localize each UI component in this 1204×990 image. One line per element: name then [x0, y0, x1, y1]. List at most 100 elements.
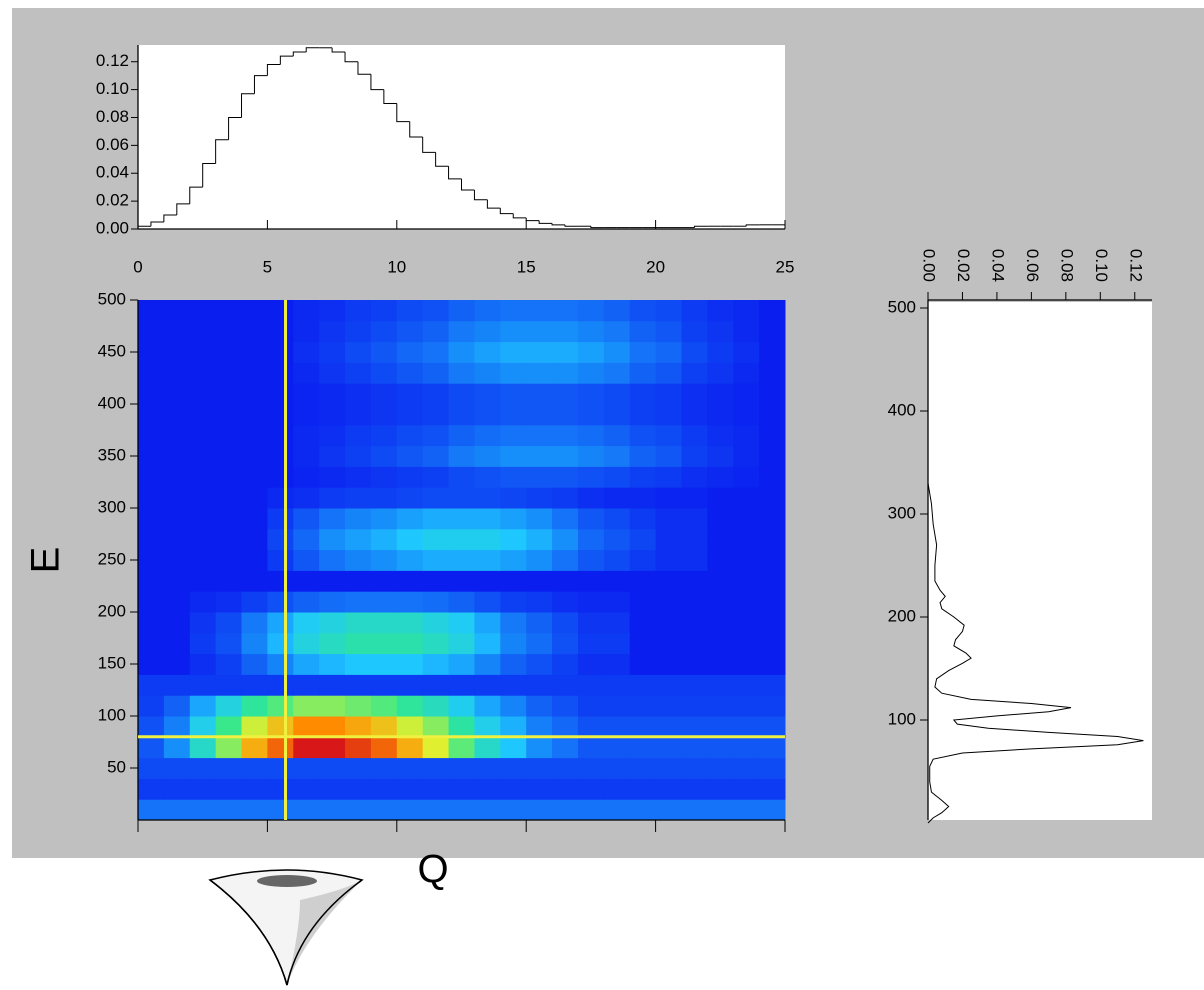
- heatmap-cell: [138, 716, 164, 737]
- heatmap-cell: [449, 737, 475, 758]
- x-tick-label: 0.00: [920, 249, 939, 282]
- heatmap-cell: [552, 695, 578, 716]
- heatmap-cell: [759, 550, 785, 571]
- heatmap-cell: [267, 529, 293, 550]
- heatmap-cell: [474, 591, 500, 612]
- heatmap-cell: [216, 570, 242, 591]
- heatmap-cell: [293, 612, 319, 633]
- heatmap-cell: [681, 383, 707, 404]
- heatmap-cell: [371, 383, 397, 404]
- heatmap-cell: [656, 446, 682, 467]
- heatmap-cell: [371, 654, 397, 675]
- heatmap-cell: [604, 508, 630, 529]
- heatmap-cell: [707, 612, 733, 633]
- heatmap-cell: [733, 799, 759, 820]
- heatmap-cell: [267, 321, 293, 342]
- heatmap-cell: [604, 716, 630, 737]
- heatmap-cell: [293, 466, 319, 487]
- heatmap-cell: [397, 321, 423, 342]
- heatmap-cell: [190, 383, 216, 404]
- heatmap-cell: [759, 362, 785, 383]
- heatmap-cell: [423, 654, 449, 675]
- heatmap-cell: [397, 466, 423, 487]
- heatmap-cell: [604, 383, 630, 404]
- heatmap-cell: [216, 716, 242, 737]
- heatmap-cell: [319, 487, 345, 508]
- heatmap-cell: [604, 550, 630, 571]
- heatmap-cell: [630, 737, 656, 758]
- heatmap-cell: [190, 758, 216, 779]
- heatmap-cell: [552, 654, 578, 675]
- heatmap-cell: [500, 674, 526, 695]
- heatmap-cell: [526, 737, 552, 758]
- heatmap-cell: [216, 529, 242, 550]
- heatmap-cell: [733, 425, 759, 446]
- heatmap-cell: [630, 758, 656, 779]
- heatmap-cell: [526, 300, 552, 321]
- heatmap-cell: [397, 612, 423, 633]
- heatmap-cell: [707, 695, 733, 716]
- heatmap-cell: [138, 778, 164, 799]
- heatmap-cell: [449, 612, 475, 633]
- heatmap-cell: [319, 737, 345, 758]
- heatmap-cell: [656, 321, 682, 342]
- heatmap-cell: [604, 342, 630, 363]
- heatmap-cell: [345, 654, 371, 675]
- heatmap-cell: [371, 799, 397, 820]
- heatmap-cell: [707, 342, 733, 363]
- y-tick-label: 50: [107, 757, 126, 776]
- heatmap-cell: [500, 446, 526, 467]
- x-tick-label: 0.04: [988, 249, 1007, 282]
- heatmap-cell: [681, 633, 707, 654]
- heatmap-cell: [267, 425, 293, 446]
- y-tick-label: 400: [888, 400, 916, 419]
- heatmap-cell: [216, 383, 242, 404]
- heatmap-cell: [759, 487, 785, 508]
- heatmap-cell: [630, 321, 656, 342]
- y-tick-label: 0.04: [96, 163, 129, 182]
- heatmap-cell: [759, 446, 785, 467]
- heatmap-cell: [707, 466, 733, 487]
- heatmap-cell: [526, 799, 552, 820]
- heatmap-cell: [474, 321, 500, 342]
- heatmap-cell: [293, 654, 319, 675]
- heatmap-cell: [242, 654, 268, 675]
- heatmap-cell: [216, 508, 242, 529]
- heatmap-cell: [319, 362, 345, 383]
- heatmap-cell: [190, 695, 216, 716]
- heatmap-cell: [759, 425, 785, 446]
- heatmap-cell: [681, 778, 707, 799]
- heatmap-cell: [578, 529, 604, 550]
- heatmap-cell: [164, 487, 190, 508]
- heatmap-cell: [138, 591, 164, 612]
- heatmap-cell: [681, 737, 707, 758]
- heatmap-cell: [423, 446, 449, 467]
- heatmap-cell: [474, 425, 500, 446]
- heatmap-cell: [500, 695, 526, 716]
- heatmap-cell: [474, 695, 500, 716]
- heatmap-cell: [604, 466, 630, 487]
- heatmap-cell: [656, 404, 682, 425]
- heatmap-cell: [526, 383, 552, 404]
- heatmap-cell: [242, 425, 268, 446]
- heatmap-cell: [267, 362, 293, 383]
- heatmap-cell: [345, 570, 371, 591]
- heatmap-cell: [449, 695, 475, 716]
- heatmap-cell: [526, 529, 552, 550]
- heatmap-cell: [319, 529, 345, 550]
- heatmap-cell: [552, 487, 578, 508]
- heatmap-cell: [345, 404, 371, 425]
- heatmap-cell: [267, 695, 293, 716]
- heatmap-cell: [759, 508, 785, 529]
- heatmap-cell: [397, 591, 423, 612]
- heatmap-cell: [293, 508, 319, 529]
- heatmap-cell: [216, 674, 242, 695]
- heatmap-cell: [759, 342, 785, 363]
- heatmap-cell: [242, 321, 268, 342]
- heatmap-cell: [190, 633, 216, 654]
- heatmap-cell: [552, 529, 578, 550]
- heatmap-cell: [630, 342, 656, 363]
- heatmap-cell: [707, 758, 733, 779]
- heatmap-cell: [242, 674, 268, 695]
